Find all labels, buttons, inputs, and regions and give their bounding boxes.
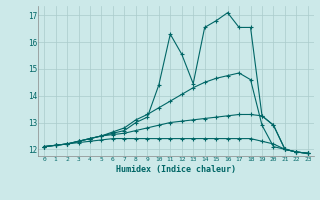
X-axis label: Humidex (Indice chaleur): Humidex (Indice chaleur): [116, 165, 236, 174]
